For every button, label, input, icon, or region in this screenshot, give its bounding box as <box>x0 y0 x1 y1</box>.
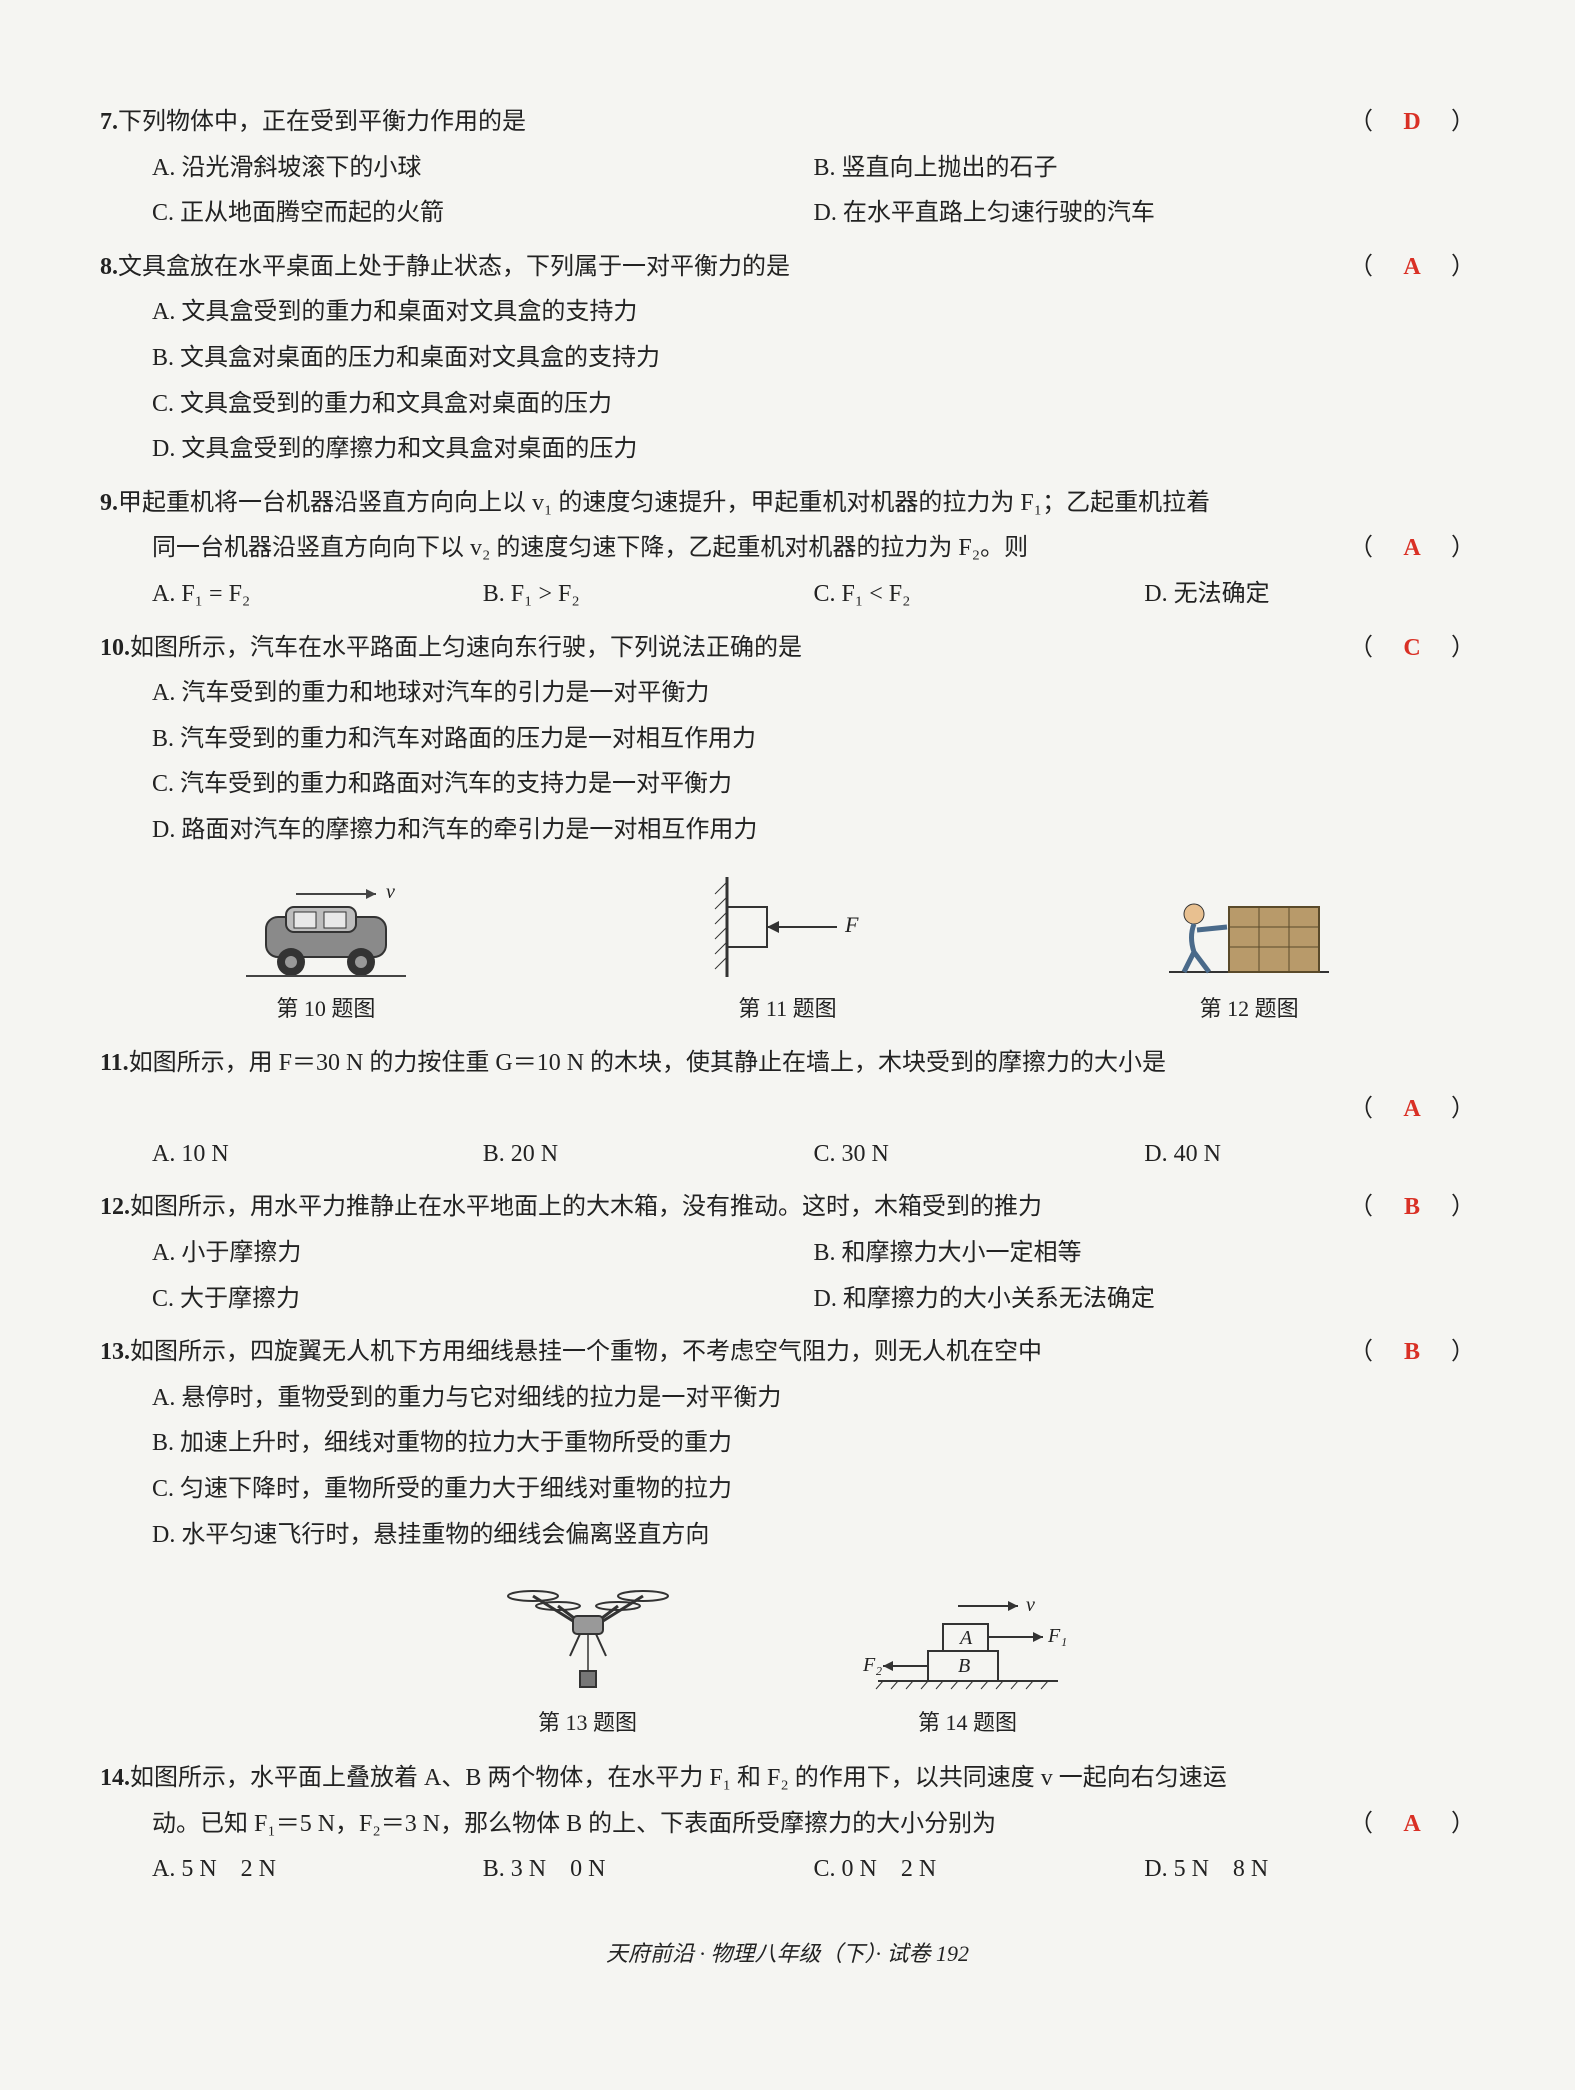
q11-opt-d: D. 40 N <box>1144 1132 1475 1178</box>
fig14-v: v <box>1026 1594 1035 1616</box>
figures-row-1: v 第 10 题图 F 第 11 题图 <box>100 872 1475 1030</box>
q14-num: 14. <box>100 1756 130 1802</box>
q10-opt-c: C. 汽车受到的重力和路面对汽车的支持力是一对平衡力 <box>152 762 1475 808</box>
q13-stem: 如图所示，四旋翼无人机下方用细线悬挂一个重物，不考虑空气阻力，则无人机在空中 <box>130 1330 1475 1376</box>
drone-icon <box>498 1576 678 1696</box>
stacked-blocks-icon: B A v F₁ F₂ <box>858 1586 1078 1696</box>
q13-opt-c: C. 匀速下降时，重物所受的重力大于细线对重物的拉力 <box>152 1467 1475 1513</box>
q8-stem: 文具盒放在水平桌面上处于静止状态，下列属于一对平衡力的是 <box>118 245 1475 291</box>
fig14-F1: F₁ <box>1047 1625 1067 1647</box>
q10-answer: C <box>1397 626 1427 672</box>
q13-opt-b: B. 加速上升时，细线对重物的拉力大于重物所受的重力 <box>152 1421 1475 1467</box>
q11-opt-c: C. 30 N <box>814 1132 1145 1178</box>
person-push-crate-icon <box>1159 882 1339 982</box>
q10-stem: 如图所示，汽车在水平路面上匀速向东行驶，下列说法正确的是 <box>130 626 1475 672</box>
q12-answer-paren: （ B ） <box>1349 1185 1475 1231</box>
fig12-caption: 第 12 题图 <box>1159 988 1339 1030</box>
q7-answer: D <box>1397 100 1427 146</box>
q11-answer-paren: （ A ） <box>1349 1087 1475 1133</box>
question-7: 7. 下列物体中，正在受到平衡力作用的是 （ D ） A. 沿光滑斜坡滚下的小球… <box>100 100 1475 237</box>
q12-opt-c: C. 大于摩擦力 <box>152 1277 814 1323</box>
q13-num: 13. <box>100 1330 130 1376</box>
q12-opt-b: B. 和摩擦力大小一定相等 <box>814 1231 1476 1277</box>
fig14-B: B <box>958 1655 970 1677</box>
q10-opt-b: B. 汽车受到的重力和汽车对路面的压力是一对相互作用力 <box>152 717 1475 763</box>
q9-answer-paren: （ A ） <box>1349 526 1475 572</box>
q14-opt-c: C. 0 N 2 N <box>814 1847 1145 1893</box>
q7-opt-c: C. 正从地面腾空而起的火箭 <box>152 191 814 237</box>
fig10-v: v <box>386 882 395 903</box>
figures-row-2: 第 13 题图 B A v F₁ <box>100 1576 1475 1744</box>
question-14: 14. 如图所示，水平面上叠放着 A、B 两个物体，在水平力 F₁ 和 F₂ 的… <box>100 1756 1475 1893</box>
q7-opt-d: D. 在水平直路上匀速行驶的汽车 <box>814 191 1476 237</box>
fig14-F2: F₂ <box>862 1654 882 1676</box>
q13-answer: B <box>1397 1330 1427 1376</box>
q14-opt-b: B. 3 N 0 N <box>483 1847 814 1893</box>
q9-opt-d: D. 无法确定 <box>1144 572 1475 618</box>
figure-13: 第 13 题图 <box>498 1576 678 1744</box>
q9-answer: A <box>1397 526 1427 572</box>
fig13-caption: 第 13 题图 <box>498 1702 678 1744</box>
q9-opt-c: C. F₁ < F₂ <box>814 572 1145 618</box>
q7-opt-a: A. 沿光滑斜坡滚下的小球 <box>152 146 814 192</box>
question-13: 13. 如图所示，四旋翼无人机下方用细线悬挂一个重物，不考虑空气阻力，则无人机在… <box>100 1330 1475 1558</box>
q13-answer-paren: （ B ） <box>1349 1330 1475 1376</box>
page-footer: 天府前沿 · 物理八年级（下）· 试卷 192 <box>100 1933 1475 1975</box>
q12-num: 12. <box>100 1185 130 1231</box>
q10-opt-d: D. 路面对汽车的摩擦力和汽车的牵引力是一对相互作用力 <box>152 808 1475 854</box>
q10-opt-a: A. 汽车受到的重力和地球对汽车的引力是一对平衡力 <box>152 671 1475 717</box>
q9-num: 9. <box>100 481 118 527</box>
q13-opt-a: A. 悬停时，重物受到的重力与它对细线的拉力是一对平衡力 <box>152 1376 1475 1422</box>
figure-12: 第 12 题图 <box>1159 882 1339 1030</box>
q8-opt-c: C. 文具盒受到的重力和文具盒对桌面的压力 <box>152 382 1475 428</box>
fig14-caption: 第 14 题图 <box>858 1702 1078 1744</box>
q8-opt-b: B. 文具盒对桌面的压力和桌面对文具盒的支持力 <box>152 336 1475 382</box>
q7-stem: 下列物体中，正在受到平衡力作用的是 <box>118 100 1475 146</box>
q11-num: 11. <box>100 1041 129 1087</box>
q11-answer: A <box>1397 1087 1427 1133</box>
question-10: 10. 如图所示，汽车在水平路面上匀速向东行驶，下列说法正确的是 （ C ） A… <box>100 626 1475 854</box>
q12-answer: B <box>1397 1185 1427 1231</box>
q10-num: 10. <box>100 626 130 672</box>
q12-opt-d: D. 和摩擦力的大小关系无法确定 <box>814 1277 1476 1323</box>
fig10-caption: 第 10 题图 <box>236 988 416 1030</box>
q14-stem2: 动。已知 F₁＝5 N，F₂＝3 N，那么物体 B 的上、下表面所受摩擦力的大小… <box>152 1811 996 1837</box>
question-8: 8. 文具盒放在水平桌面上处于静止状态，下列属于一对平衡力的是 （ A ） A.… <box>100 245 1475 473</box>
figure-11: F 第 11 题图 <box>687 872 887 1030</box>
fig11-F: F <box>844 912 859 937</box>
q14-opt-a: A. 5 N 2 N <box>152 1847 483 1893</box>
figure-14: B A v F₁ F₂ 第 14 题图 <box>858 1586 1078 1744</box>
q8-answer-paren: （ A ） <box>1349 245 1475 291</box>
q12-opt-a: A. 小于摩擦力 <box>152 1231 814 1277</box>
q8-opt-d: D. 文具盒受到的摩擦力和文具盒对桌面的压力 <box>152 427 1475 473</box>
question-9: 9. 甲起重机将一台机器沿竖直方向向上以 v₁ 的速度匀速提升，甲起重机对机器的… <box>100 481 1475 618</box>
q8-answer: A <box>1397 245 1427 291</box>
q8-opt-a: A. 文具盒受到的重力和桌面对文具盒的支持力 <box>152 290 1475 336</box>
q14-answer-paren: （ A ） <box>1349 1802 1475 1848</box>
q9-opt-a: A. F₁ = F₂ <box>152 572 483 618</box>
q11-stem: 如图所示，用 F＝30 N 的力按住重 G＝10 N 的木块，使其静止在墙上，木… <box>129 1041 1475 1087</box>
q8-num: 8. <box>100 245 118 291</box>
car-icon: v <box>236 882 416 982</box>
q7-answer-paren: （ D ） <box>1349 100 1475 146</box>
q14-stem1: 如图所示，水平面上叠放着 A、B 两个物体，在水平力 F₁ 和 F₂ 的作用下，… <box>130 1756 1475 1802</box>
q14-opt-d: D. 5 N 8 N <box>1144 1847 1475 1893</box>
q11-opt-b: B. 20 N <box>483 1132 814 1178</box>
q14-answer: A <box>1397 1802 1427 1848</box>
q12-stem: 如图所示，用水平力推静止在水平地面上的大木箱，没有推动。这时，木箱受到的推力 <box>130 1185 1475 1231</box>
question-12: 12. 如图所示，用水平力推静止在水平地面上的大木箱，没有推动。这时，木箱受到的… <box>100 1185 1475 1322</box>
q9-stem2: 同一台机器沿竖直方向向下以 v₂ 的速度匀速下降，乙起重机对机器的拉力为 F₂。… <box>152 535 1028 561</box>
q11-opt-a: A. 10 N <box>152 1132 483 1178</box>
fig14-A: A <box>958 1627 973 1649</box>
wall-block-icon: F <box>687 872 887 982</box>
question-11: 11. 如图所示，用 F＝30 N 的力按住重 G＝10 N 的木块，使其静止在… <box>100 1041 1475 1177</box>
figure-10: v 第 10 题图 <box>236 882 416 1030</box>
q9-stem1: 甲起重机将一台机器沿竖直方向向上以 v₁ 的速度匀速提升，甲起重机对机器的拉力为… <box>118 481 1475 527</box>
q13-opt-d: D. 水平匀速飞行时，悬挂重物的细线会偏离竖直方向 <box>152 1513 1475 1559</box>
q7-num: 7. <box>100 100 118 146</box>
q7-opt-b: B. 竖直向上抛出的石子 <box>814 146 1476 192</box>
q10-answer-paren: （ C ） <box>1349 626 1475 672</box>
q9-opt-b: B. F₁ > F₂ <box>483 572 814 618</box>
fig11-caption: 第 11 题图 <box>687 988 887 1030</box>
